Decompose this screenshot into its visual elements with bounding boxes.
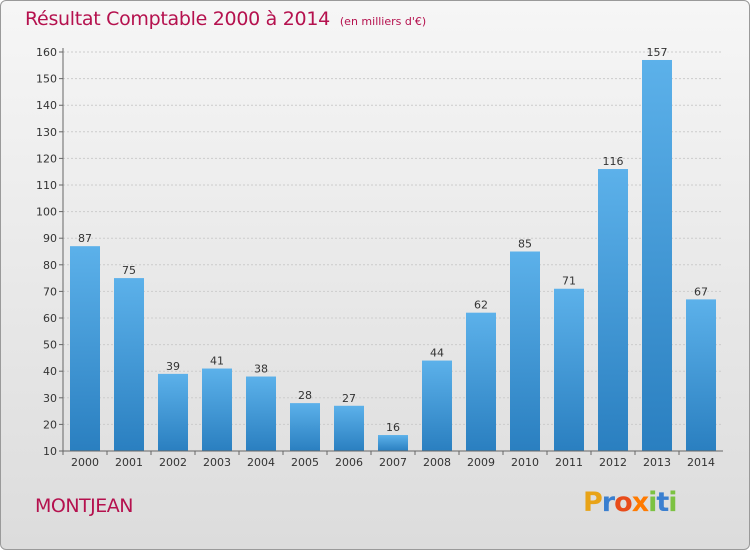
x-tick-label: 2014 (687, 456, 715, 469)
data-label: 87 (78, 232, 92, 245)
bar (246, 376, 276, 451)
y-tick-label: 50 (43, 339, 57, 352)
y-tick-label: 120 (36, 152, 57, 165)
logo-letter: t (656, 487, 669, 518)
y-tick-label: 20 (43, 418, 57, 431)
x-tick-label: 2012 (599, 456, 627, 469)
axis-layer: 10 20 30 40 50 60 70 80 90 100 110 120 130 140 150 160 2… (36, 46, 723, 469)
data-label: 116 (603, 155, 624, 168)
place-name: MONTJEAN (35, 495, 134, 517)
data-label: 16 (386, 421, 400, 434)
x-tick-label: 2005 (291, 456, 319, 469)
y-tick-label: 30 (43, 392, 57, 405)
bar (158, 373, 188, 451)
data-label: 75 (122, 264, 136, 277)
x-tick-label: 2002 (159, 456, 187, 469)
bar (378, 435, 408, 451)
x-tick-label: 2013 (643, 456, 671, 469)
bar (114, 278, 144, 451)
y-tick-label: 90 (43, 232, 57, 245)
data-label: 39 (166, 360, 180, 373)
bar-layer: 87 75 39 41 38 28 27 16 44 62 85 71 116 157 67 (70, 46, 716, 452)
data-label: 67 (694, 285, 708, 298)
data-label: 44 (430, 347, 444, 360)
y-tick-label: 80 (43, 259, 57, 272)
y-tick-label: 60 (43, 312, 57, 325)
chart-title: Résultat Comptable 2000 à 2014 (25, 8, 330, 30)
data-label: 28 (298, 389, 312, 402)
logo-letter: P (583, 487, 603, 518)
bar (466, 312, 496, 451)
logo-letter: x (631, 487, 649, 518)
x-tick-label: 2006 (335, 456, 363, 469)
chart-subtitle: (en milliers d'€) (339, 15, 427, 28)
bar (202, 368, 232, 451)
bar (70, 246, 100, 451)
data-label: 38 (254, 363, 268, 376)
logo-letter: i (648, 487, 657, 518)
bar (642, 59, 672, 451)
bar (686, 299, 716, 451)
title-row: Résultat Comptable 2000 à 2014 (en millie… (25, 8, 426, 30)
x-tick-label: 2008 (423, 456, 451, 469)
data-label: 71 (562, 275, 576, 288)
y-tick-label: 110 (36, 179, 57, 192)
logo-letter: r (601, 487, 615, 518)
y-tick-label: 100 (36, 206, 57, 219)
logo-letter: o (614, 487, 633, 518)
x-tick-label: 2001 (115, 456, 143, 469)
y-tick-label: 130 (36, 126, 57, 139)
x-tick-label: 2007 (379, 456, 407, 469)
data-label: 157 (647, 46, 668, 59)
bar (598, 169, 628, 452)
data-label: 41 (210, 355, 224, 368)
x-tick-label: 2009 (467, 456, 495, 469)
data-label: 85 (518, 238, 532, 251)
y-tick-label: 70 (43, 285, 57, 298)
bar (334, 405, 364, 451)
bar (510, 251, 540, 451)
x-tick-label: 2011 (555, 456, 583, 469)
logo-letter: i (668, 487, 677, 518)
y-tick-label: 40 (43, 365, 57, 378)
x-tick-label: 2000 (71, 456, 99, 469)
y-tick-label: 10 (43, 445, 57, 458)
proxiti-logo: Proxiti (583, 487, 678, 518)
y-tick-label: 140 (36, 99, 57, 112)
y-tick-label: 160 (36, 46, 57, 59)
data-label: 62 (474, 299, 488, 312)
data-label: 27 (342, 392, 356, 405)
bar (422, 360, 452, 451)
bar (554, 288, 584, 451)
y-tick-label: 150 (36, 73, 57, 86)
bar (290, 403, 320, 451)
x-tick-label: 2004 (247, 456, 275, 469)
x-tick-label: 2003 (203, 456, 231, 469)
x-tick-label: 2010 (511, 456, 539, 469)
